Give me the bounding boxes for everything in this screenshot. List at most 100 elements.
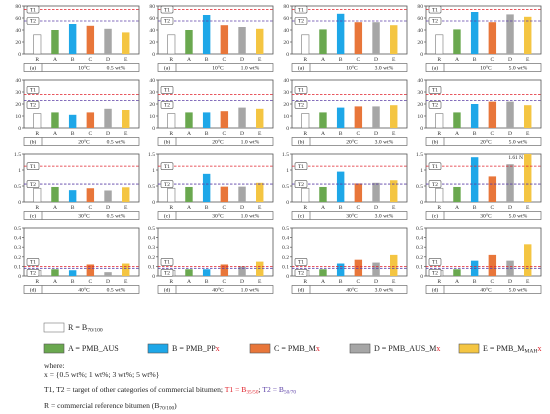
- bar-A: [319, 29, 327, 54]
- x-tick-label: C: [356, 57, 360, 63]
- bar-R: [301, 34, 310, 55]
- t1-tag-box: [26, 258, 40, 266]
- bar-D: [238, 266, 246, 276]
- x-tick-label: R: [437, 279, 441, 285]
- y-tick-label: 40: [149, 28, 155, 34]
- info-strip-box: [23, 137, 140, 146]
- x-tick-label: B: [473, 205, 477, 211]
- y-tick-label: 10: [283, 114, 289, 120]
- panel-frame: [425, 79, 542, 129]
- t1-tag: T1: [294, 258, 308, 266]
- y-tick-label: 0.3: [416, 245, 423, 251]
- t2-tag-label: T2: [432, 19, 438, 25]
- legend-label-B: B = PMB_PPx: [172, 344, 220, 353]
- x-tick-label: E: [392, 205, 396, 211]
- x-tick-label: R: [35, 279, 39, 285]
- legend-item-R: R = B70/100: [43, 322, 103, 334]
- t2-tag-box: [428, 101, 442, 109]
- info-strip-box: [157, 211, 274, 220]
- info-strip-box: [291, 63, 408, 72]
- x-tick-label: D: [374, 57, 378, 63]
- t1-tag: T1: [160, 258, 174, 266]
- x-tick-label: R: [437, 205, 441, 211]
- t2-tag-box: [160, 180, 174, 188]
- row-label: (c): [164, 212, 170, 219]
- y-tick-label: 1.5: [148, 152, 155, 158]
- t1-tag: T1: [26, 258, 40, 266]
- x-tick-label: E: [124, 205, 128, 211]
- y-tick-label: 40: [149, 78, 155, 84]
- y-tick-label: 0.1: [416, 264, 423, 270]
- concentration-label: 0.5 wt%: [107, 213, 126, 219]
- x-tick-label: R: [437, 57, 441, 63]
- panel-frame: [157, 153, 274, 203]
- row-label: (d): [164, 286, 171, 293]
- y-tick-label: 60: [149, 16, 155, 22]
- x-tick-label: E: [526, 131, 530, 137]
- y-tick-label: 0.5: [282, 184, 289, 190]
- t2-tag-label: T2: [164, 271, 170, 277]
- t2-tag-label: T2: [298, 19, 304, 25]
- t1-tag-box: [294, 86, 308, 94]
- info-strip-box: [23, 285, 140, 294]
- y-tick-label: 1: [420, 168, 423, 174]
- x-tick-label: A: [187, 205, 191, 211]
- bar-D: [372, 182, 380, 202]
- bar-D: [104, 28, 112, 54]
- x-tick-label: C: [222, 279, 226, 285]
- x-tick-label: C: [490, 57, 494, 63]
- bar-D: [104, 190, 112, 202]
- x-tick-label: D: [106, 279, 110, 285]
- bar-E: [390, 254, 398, 276]
- x-tick-label: B: [473, 131, 477, 137]
- x-tick-label: R: [35, 57, 39, 63]
- t2-tag-box: [428, 180, 442, 188]
- info-strip: (a) 10°C 5.0 wt%: [425, 63, 542, 72]
- bar-D: [238, 186, 246, 202]
- t2-tag: T2: [26, 180, 40, 188]
- bar-R: [435, 187, 444, 203]
- temperature-label: 10°C: [212, 64, 224, 71]
- y-tick-label: 0.5: [14, 226, 21, 232]
- x-tick-label: R: [35, 205, 39, 211]
- x-tick-label: B: [205, 205, 209, 211]
- info-strip-box: [291, 285, 408, 294]
- bar-E: [122, 110, 130, 128]
- panel-0-2: 0 20 40 60 80 R A B C D E T1 T2 (a) 10°C 3.0 wt%: [283, 4, 408, 72]
- x-tick-label: A: [187, 131, 191, 137]
- t2-tag-box: [428, 269, 442, 277]
- y-tick-label: 0: [420, 126, 423, 132]
- t-definition-part: T2 = B: [262, 385, 284, 394]
- info-strip: (d) 40°C 5.0 wt%: [425, 285, 542, 294]
- bar-C: [488, 254, 497, 276]
- y-tick-label: 30: [149, 90, 155, 96]
- info-strip-box: [425, 137, 542, 146]
- y-tick-label: 1: [152, 168, 155, 174]
- legend-label-C-part: x: [316, 344, 320, 353]
- legend-label-D-part: D = PMB_AUS_M: [374, 344, 436, 353]
- legend-item-E: E = PMB_MMAHx: [458, 343, 541, 355]
- x-tick-label: A: [321, 57, 325, 63]
- x-tick-label: D: [508, 279, 512, 285]
- bar-D: [372, 22, 380, 54]
- x-tick-label: E: [392, 57, 396, 63]
- bar-A: [453, 186, 461, 202]
- info-strip: (c) 30°C 3.0 wt%: [291, 211, 408, 220]
- t1-tag: T1: [294, 86, 308, 94]
- t-definition-part: 50/70: [284, 390, 296, 396]
- row-label: (d): [298, 286, 305, 293]
- y-tick-label: 60: [15, 16, 21, 22]
- bar-A: [185, 186, 193, 202]
- row-label: (d): [432, 286, 439, 293]
- legend-item-C: C = PMB_Mx: [249, 343, 320, 354]
- x-tick-label: A: [187, 279, 191, 285]
- x-tick-label: B: [71, 279, 75, 285]
- row-label: (c): [30, 212, 36, 219]
- legend-swatch-A: [43, 343, 65, 354]
- y-tick-label: 20: [15, 102, 21, 108]
- x-tick-label: E: [258, 131, 262, 137]
- info-strip-box: [23, 211, 140, 220]
- y-tick-label: 0: [420, 274, 423, 280]
- y-tick-label: 0: [286, 126, 289, 132]
- t1-tag-box: [160, 162, 174, 170]
